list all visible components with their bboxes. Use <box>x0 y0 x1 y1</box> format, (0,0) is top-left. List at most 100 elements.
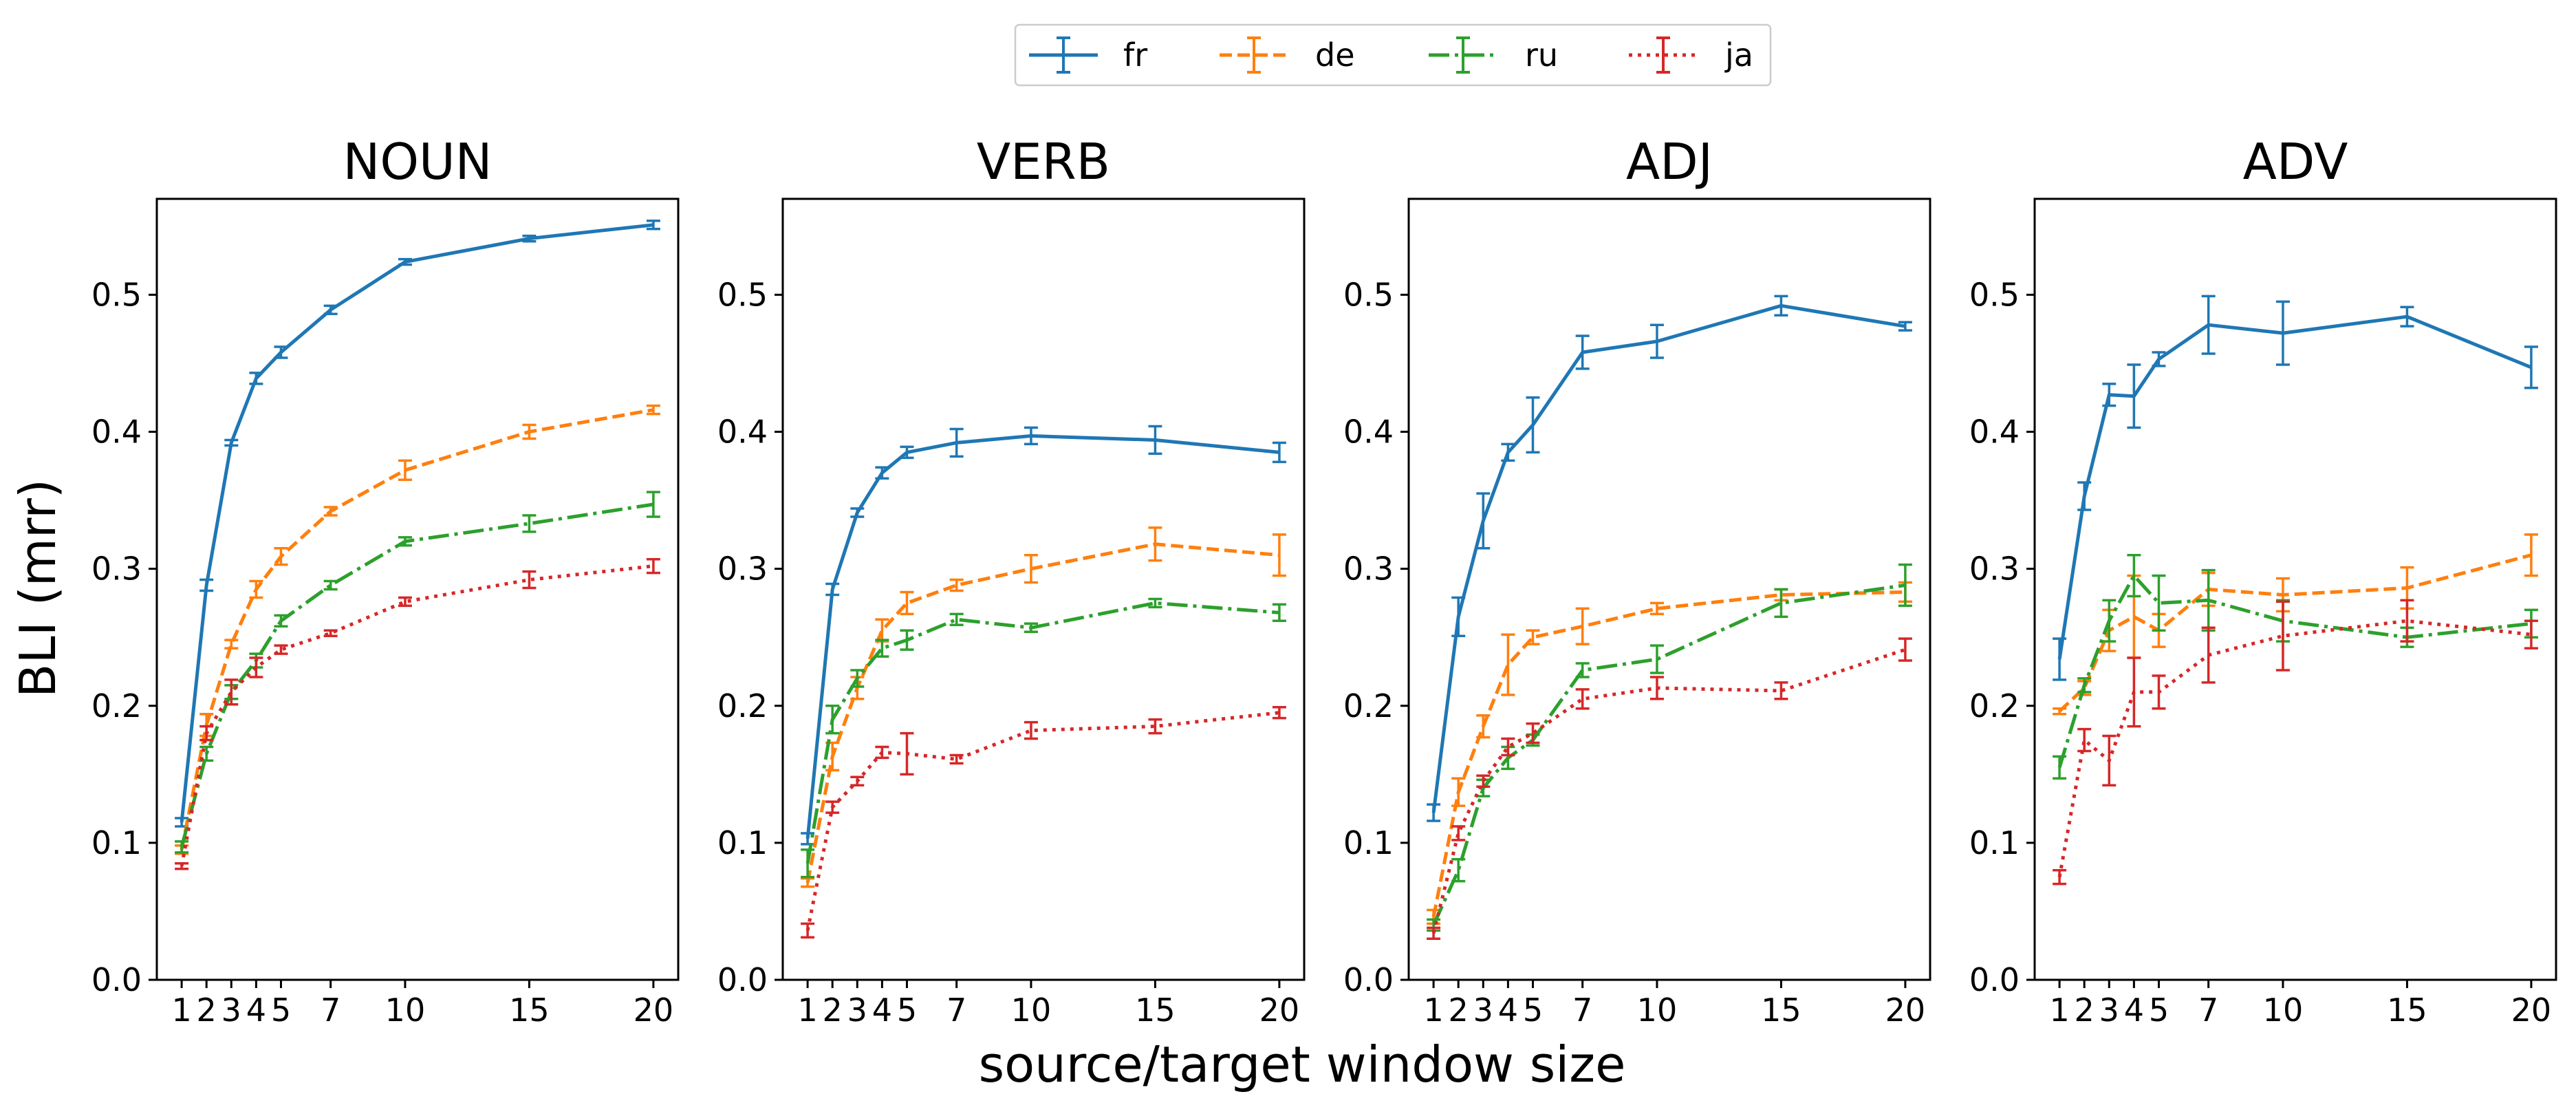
error-bar <box>2524 345 2538 389</box>
x-tick-label: 10 <box>385 992 426 1029</box>
error-bar <box>1148 597 1162 609</box>
x-tick-label: 2 <box>823 992 843 1029</box>
y-tick-label: 0.3 <box>1343 550 1394 588</box>
series-line-de <box>180 408 654 850</box>
x-tick-label: 5 <box>1523 992 1543 1029</box>
y-tick-label: 0.1 <box>1343 824 1394 861</box>
y-tick-label: 0.3 <box>1969 550 2020 588</box>
y-tick-label: 0.2 <box>91 687 142 725</box>
y-tick-label: 0.5 <box>1969 276 2020 313</box>
legend: fr de ru ja <box>1014 23 1772 87</box>
x-tick-label: 15 <box>1761 992 1801 1029</box>
series-de <box>175 404 660 855</box>
series-line-ru <box>2057 574 2532 769</box>
error-bar <box>1898 563 1912 608</box>
y-tick-label: 0.1 <box>91 824 142 861</box>
y-tick-label: 0.1 <box>717 824 768 861</box>
x-tick-label: 15 <box>1135 992 1176 1029</box>
series-line-fr <box>1431 303 1906 813</box>
legend-entry-ja: ja <box>1629 36 1753 74</box>
series-verb <box>801 425 1286 939</box>
series-ru <box>801 597 1286 879</box>
series-ja <box>175 557 660 870</box>
x-tick-label: 10 <box>2263 992 2304 1029</box>
error-bar <box>646 219 660 231</box>
error-bar <box>1476 774 1491 788</box>
error-bar <box>2077 727 2092 753</box>
error-bar <box>249 656 263 678</box>
series-line-ru <box>805 601 1280 864</box>
error-bar <box>1774 681 1788 700</box>
x-tick-label: 1 <box>1423 992 1443 1029</box>
panel-adv: ADV 0.0 0.1 0.2 0.3 0.4 0.5 1 2 3 4 5 7 10 15 20 <box>1969 133 2557 1029</box>
error-bar <box>1501 633 1515 696</box>
x-tick-label: 2 <box>1449 992 1469 1029</box>
y-axis-label: BLI (mrr) <box>9 479 67 698</box>
y-tick-label: 0.5 <box>717 276 768 313</box>
plot-area-noun <box>155 197 680 981</box>
plot-area-adj <box>1407 197 1931 981</box>
series-line-ru <box>180 502 654 848</box>
y-ticks-verb: 0.0 0.1 0.2 0.3 0.4 0.5 <box>717 276 783 998</box>
x-tick-label: 7 <box>2198 992 2218 1029</box>
x-tick-label: 1 <box>797 992 817 1029</box>
x-tick-label: 20 <box>1885 992 1926 1029</box>
error-bar <box>1649 601 1664 616</box>
error-bar <box>646 557 660 575</box>
error-bar <box>1272 441 1286 464</box>
x-tick-label: 3 <box>221 992 241 1029</box>
legend-frame <box>1014 23 1772 87</box>
error-bar <box>1649 644 1664 674</box>
error-bar <box>949 578 964 592</box>
x-tick-label: 1 <box>2049 992 2069 1029</box>
panel-title-adj: ADJ <box>1626 133 1713 191</box>
y-ticks-adj: 0.0 0.1 0.2 0.3 0.4 0.5 <box>1343 276 1409 998</box>
legend-label-de: de <box>1315 36 1355 74</box>
x-tick-label: 10 <box>1011 992 1052 1029</box>
error-bar <box>1272 705 1286 720</box>
y-tick-label: 0.4 <box>717 414 768 451</box>
x-tick-label: 7 <box>946 992 966 1029</box>
error-bar <box>2127 553 2141 598</box>
error-bar <box>801 922 815 939</box>
series-de <box>801 526 1286 888</box>
x-tick-label: 15 <box>509 992 550 1029</box>
legend-label-ja: ja <box>1724 36 1753 74</box>
y-ticks-adv: 0.0 0.1 0.2 0.3 0.4 0.5 <box>1969 276 2035 998</box>
x-axis-label: source/target window size <box>979 1036 1626 1093</box>
panel-title-adv: ADV <box>2243 133 2348 191</box>
x-ticks-adj: 1 2 3 4 5 7 10 15 20 <box>1423 980 1925 1029</box>
error-bar <box>2400 599 2414 643</box>
y-tick-label: 0.4 <box>1343 414 1394 451</box>
x-tick-label: 5 <box>2149 992 2169 1029</box>
y-tick-label: 0.2 <box>717 687 768 725</box>
x-tick-label: 7 <box>1572 992 1592 1029</box>
x-tick-label: 1 <box>171 992 191 1029</box>
panel-noun: NOUN 0.0 0.1 0.2 0.3 0.4 0.5 1 2 3 4 5 7 10 15 20 <box>91 133 680 1029</box>
series-ja <box>801 705 1286 939</box>
series-fr <box>1427 294 1912 822</box>
series-line-ja <box>1431 647 1906 934</box>
x-tick-label: 15 <box>2387 992 2427 1029</box>
y-tick-label: 0.5 <box>91 276 142 313</box>
legend-label-ru: ru <box>1525 36 1558 74</box>
series-ru <box>2053 553 2538 780</box>
x-tick-label: 10 <box>1637 992 1678 1029</box>
series-line-ja <box>805 711 1280 931</box>
y-tick-label: 0.2 <box>1343 687 1394 725</box>
error-bar <box>398 596 412 608</box>
series-fr <box>2053 294 2538 681</box>
panel-title-verb: VERB <box>977 133 1110 191</box>
error-bar <box>1774 588 1788 619</box>
x-tick-label: 20 <box>2511 992 2552 1029</box>
error-bar <box>1575 688 1590 710</box>
legend-entry-de: de <box>1220 36 1355 74</box>
series-ja <box>2053 599 2538 886</box>
x-tick-label: 7 <box>321 992 340 1029</box>
x-tick-label: 4 <box>1498 992 1518 1029</box>
y-tick-label: 0.4 <box>1969 414 2020 451</box>
error-bar <box>1272 603 1286 623</box>
error-bar <box>1024 720 1038 740</box>
panel-adj: ADJ 0.0 0.1 0.2 0.3 0.4 0.5 1 2 3 4 5 7 10 15 20 <box>1343 133 1931 1029</box>
panel-verb: VERB 0.0 0.1 0.2 0.3 0.4 0.5 1 2 3 4 5 7 10 15 20 <box>717 133 1306 1029</box>
